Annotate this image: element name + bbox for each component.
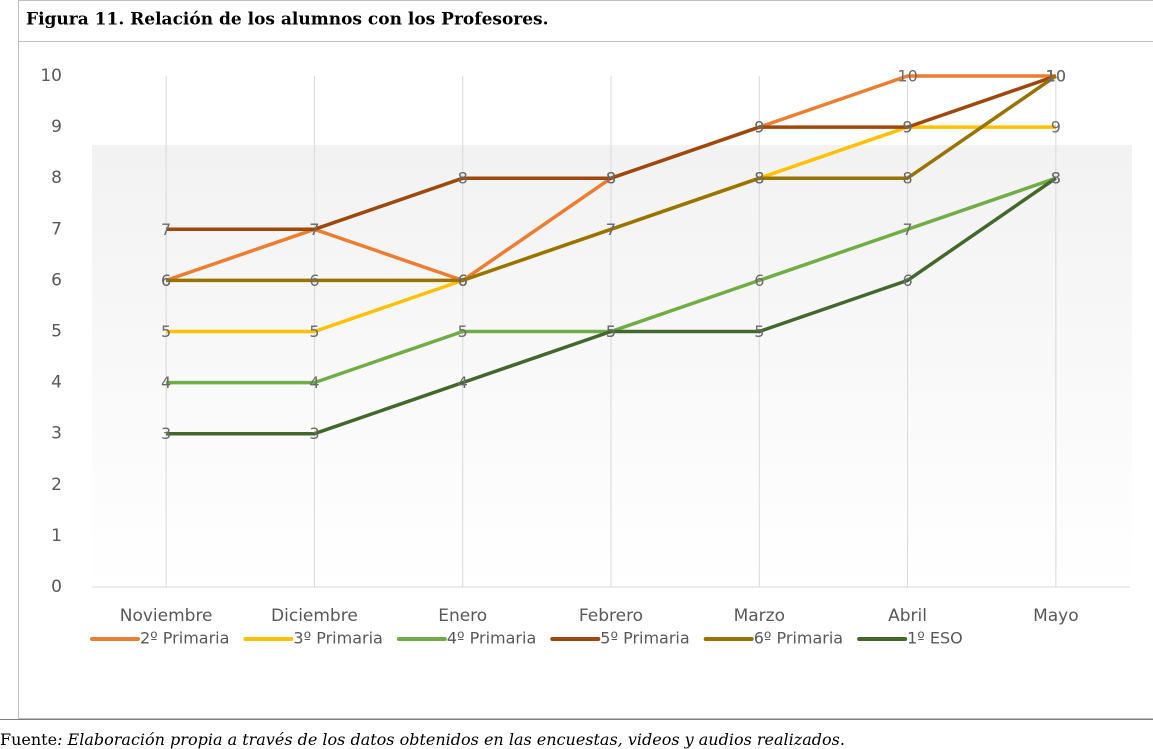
data-label: 3 [309, 424, 319, 443]
data-label: 6 [754, 271, 764, 290]
data-label: 7 [309, 220, 319, 239]
y-tick-label: 6 [51, 270, 62, 290]
data-label: 8 [754, 169, 764, 188]
data-label: 9 [902, 118, 912, 137]
data-label: 4 [309, 373, 319, 392]
data-label: 5 [606, 322, 616, 341]
data-label: 9 [754, 118, 764, 137]
data-label: 6 [458, 271, 468, 290]
x-tick-label: Abril [888, 606, 927, 626]
data-label: 3 [161, 424, 171, 443]
data-label: 10 [1046, 67, 1066, 86]
data-label: 5 [606, 322, 616, 341]
data-label: 10 [1046, 67, 1066, 86]
figure-border [18, 0, 1153, 719]
data-label: 7 [606, 220, 616, 239]
data-label: 6 [161, 271, 171, 290]
source: Fuente: Elaboración propia a través de l… [0, 730, 845, 749]
data-label: 8 [902, 169, 912, 188]
data-label: 8 [1051, 169, 1061, 188]
y-tick-label: 7 [51, 219, 62, 239]
series-line [166, 74, 1057, 283]
legend-label: 5º Primaria [600, 629, 689, 648]
data-label: 6 [309, 271, 319, 290]
data-label: 6 [458, 271, 468, 290]
legend-label: 4º Primaria [447, 629, 536, 648]
series-line [166, 74, 1057, 232]
source-text: : Elaboración propia a través de los dat… [57, 730, 845, 749]
x-tick-label: Diciembre [271, 606, 358, 626]
y-tick-label: 8 [51, 168, 62, 188]
data-label: 4 [458, 373, 468, 392]
legend-label: 6º Primaria [754, 629, 843, 648]
y-tick-label: 3 [51, 424, 62, 444]
data-label: 9 [754, 118, 764, 137]
data-label: 8 [606, 169, 616, 188]
x-tick-label: Febrero [579, 606, 643, 626]
source-label: Fuente [0, 730, 57, 749]
data-label: 7 [161, 220, 171, 239]
series-line [166, 176, 1057, 436]
data-label: 6 [458, 271, 468, 290]
legend-label: 3º Primaria [293, 629, 382, 648]
data-label: 5 [754, 322, 764, 341]
data-label: 7 [606, 220, 616, 239]
y-tick-label: 4 [51, 373, 62, 393]
x-tick-label: Mayo [1033, 606, 1079, 626]
data-label: 8 [1051, 169, 1061, 188]
legend-label: 1º ESO [907, 629, 963, 648]
y-tick-label: 1 [51, 526, 62, 546]
plot: 0 1 2 3 4 5 6 7 8 9 10 Noviembre Diciembre Enero Febre… [40, 66, 1130, 648]
figure-title: Figura 11. Relación de los alumnos con l… [26, 10, 549, 30]
x-tick-label: Marzo [734, 606, 785, 626]
data-label: 7 [309, 220, 319, 239]
data-label: 6 [161, 271, 171, 290]
data-label: 5 [161, 322, 171, 341]
y-tick-label: 5 [51, 322, 62, 342]
y-tick-label: 10 [40, 66, 62, 86]
x-tick-label: Enero [438, 606, 487, 626]
data-label: 9 [902, 118, 912, 137]
y-tick-label: 2 [51, 475, 62, 495]
legend-label: 2º Primaria [140, 629, 229, 648]
data-label: 10 [1046, 67, 1066, 86]
data-label: 7 [902, 220, 912, 239]
x-tick-label: Noviembre [120, 606, 213, 626]
data-label: 5 [309, 322, 319, 341]
data-label: 5 [458, 322, 468, 341]
data-label: 8 [606, 169, 616, 188]
data-label: 4 [161, 373, 171, 392]
data-label: 10 [897, 67, 917, 86]
data-label: 8 [458, 169, 468, 188]
data-label: 8 [754, 169, 764, 188]
plot-background [92, 145, 1132, 587]
y-tick-label: 9 [51, 117, 62, 137]
y-tick-label: 0 [51, 577, 62, 597]
data-label: 9 [1051, 118, 1061, 137]
data-label: 6 [902, 271, 912, 290]
